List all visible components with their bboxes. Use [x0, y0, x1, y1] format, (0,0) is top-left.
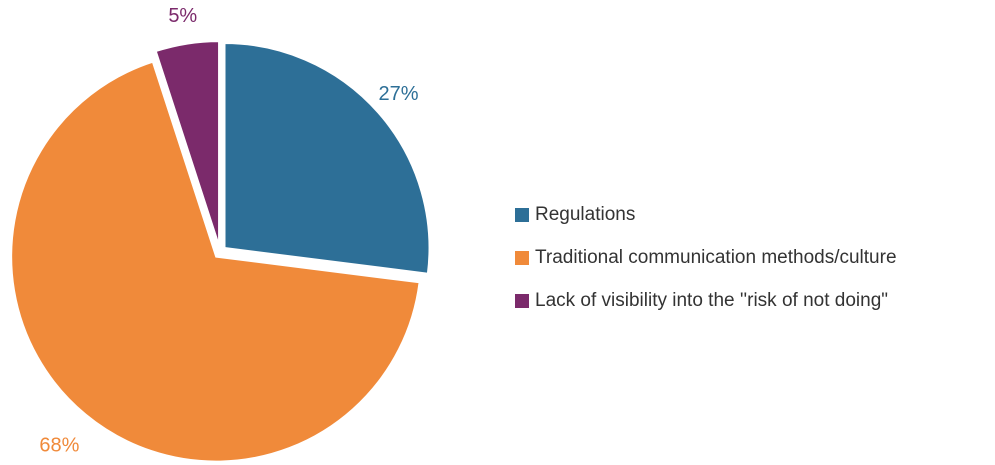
data-label: 5%	[168, 5, 197, 27]
legend-label: Traditional communication methods/cultur…	[535, 247, 897, 268]
legend-label: Regulations	[535, 204, 635, 225]
pie-slice	[223, 42, 431, 275]
legend-swatch	[515, 251, 529, 265]
legend-swatch	[515, 294, 529, 308]
legend-label: Lack of visibility into the ''risk of no…	[535, 290, 888, 311]
legend-swatch	[515, 208, 529, 222]
data-label: 27%	[379, 83, 419, 105]
data-label: 68%	[39, 434, 79, 456]
pie-slice	[10, 60, 421, 463]
pie-slice	[154, 40, 221, 247]
